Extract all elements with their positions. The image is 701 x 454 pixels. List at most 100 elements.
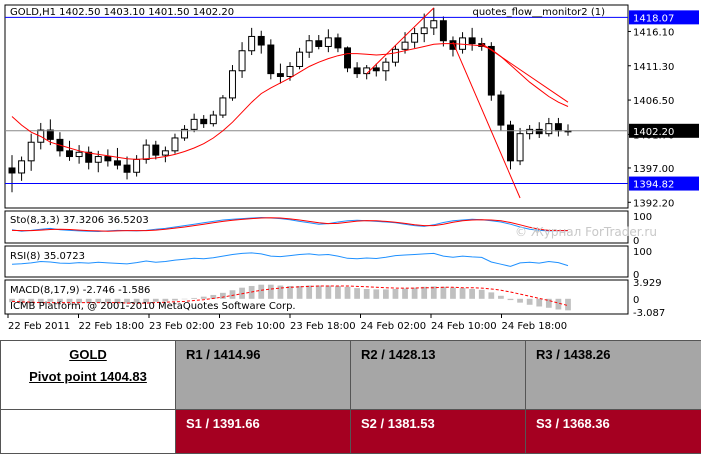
candle-body [411,33,419,43]
candle-body [200,118,208,125]
s1-cell: S1 / 1391.66 [175,409,351,454]
price-tick-label: 1411.30 [633,62,674,73]
candle-body [497,94,505,126]
candle-body [171,137,179,152]
time-tick-label: 23 Feb 10:00 [220,321,286,332]
time-tick-label: 24 Feb 10:00 [431,321,497,332]
pivot-levels-table: GOLD Pivot point 1404.83 R1 / 1414.96 R2… [0,340,701,454]
r1-cell: R1 / 1414.96 [175,340,351,410]
candle-body [104,156,112,162]
fall-trend-line [452,41,521,199]
candle-body [516,133,524,162]
candle-body [315,40,323,47]
price-tick-label: 1401.70 [633,130,674,141]
candle-body [305,40,313,53]
candle-body [554,123,562,132]
candle-body [296,51,304,67]
candle-body [75,151,83,158]
candle-body [113,160,121,166]
candle-body [66,150,73,158]
candle-body [372,67,380,72]
candle-body [229,70,236,99]
time-tick-label: 23 Feb 18:00 [290,321,356,332]
candle-body [449,40,457,50]
candle-body [209,114,217,125]
time-tick-label: 24 Feb 18:00 [502,321,568,332]
candle-body [161,150,169,156]
candle-body [430,20,438,29]
price-chart: GOLD,H1 1402.50 1403.10 1401.50 1402.20 … [4,4,699,332]
price-tick-label: 1406.50 [633,96,674,107]
candle-body [545,123,553,135]
candle-body [363,67,371,75]
stoch-tick-label: 0 [633,236,639,247]
candle-body [420,27,428,35]
level-tag-lower [629,176,699,191]
candle-body [353,67,361,75]
candle-body [18,160,26,174]
s3-cell: S3 / 1368.36 [525,409,701,454]
stoch-tick-label: 100 [633,212,652,223]
candle-body [459,37,467,50]
r2-label: R2 / 1428.13 [361,347,436,362]
r3-cell: R3 / 1438.26 [525,340,701,410]
candle-body [526,128,534,135]
rsi-tick-label: 0 [633,270,639,281]
symbol-header: GOLD,H1 1402.50 1403.10 1401.50 1402.20 [10,7,234,18]
rsi-tick-label: 100 [633,247,652,258]
candle-body [27,141,35,162]
chart-canvas: GOLD,H1 1402.50 1403.10 1401.50 1402.20 … [4,4,699,332]
main-panel-frame [4,4,629,209]
candle-body [181,128,189,139]
pivot-point-value: Pivot point 1404.83 [29,369,147,384]
s2-cell: S2 / 1381.53 [350,409,526,454]
stoch-label: Sto(8,3,3) 37.3206 36.5203 [10,215,149,226]
candle-body [382,61,390,72]
candle-body [142,144,150,160]
reference-trend-line [481,43,569,103]
r3-label: R3 / 1438.26 [536,347,611,362]
moving-average-line [11,43,569,160]
macd-tick-label: 3.929 [633,278,662,289]
time-tick-label: 23 Feb 02:00 [149,321,215,332]
candle-body [401,41,409,50]
level-tag-current [629,123,699,138]
watermark-text: © Журнал ForTrader.ru [515,225,657,239]
macd-tick-label: 0 [633,295,639,306]
rsi-label: RSI(8) 35.0723 [10,251,85,262]
time-tick-label: 22 Feb 2011 [8,321,70,332]
candle-body [257,35,265,46]
rsi-panel-frame [4,245,629,278]
level-label-current: 1402.20 [633,127,674,138]
pivot-symbol: GOLD [69,347,107,362]
pivot-empty-cell [0,409,176,454]
candle-body [46,129,54,140]
s2-label: S2 / 1381.53 [361,416,435,431]
candle-body [507,124,514,162]
candle-body [219,97,227,116]
candle-body [238,50,246,72]
stoch-signal-line [11,217,568,232]
macd-tick-label: -3.087 [633,308,665,319]
macd-signal-line [11,285,569,307]
level-label-upper: 1418.07 [633,13,674,24]
candle-body [535,128,543,135]
s3-label: S3 / 1368.36 [536,416,610,431]
price-tick-label: 1416.10 [633,27,674,38]
candle-body [94,156,102,163]
candle-body [190,118,198,130]
level-tag-upper [629,10,699,25]
time-tick-label: 22 Feb 18:00 [79,321,145,332]
r1-label: R1 / 1414.96 [186,347,261,362]
candle-body [487,45,495,96]
candle-body [334,37,342,49]
level-label-lower: 1394.82 [633,180,674,191]
candle-body [286,65,294,77]
candle-body [468,37,476,45]
channel-trend-line [366,7,435,74]
candle-body [276,73,284,77]
stoch-panel-frame [4,210,629,244]
candle-body [344,47,351,69]
candle-body [391,48,399,63]
candle-body [133,158,141,173]
